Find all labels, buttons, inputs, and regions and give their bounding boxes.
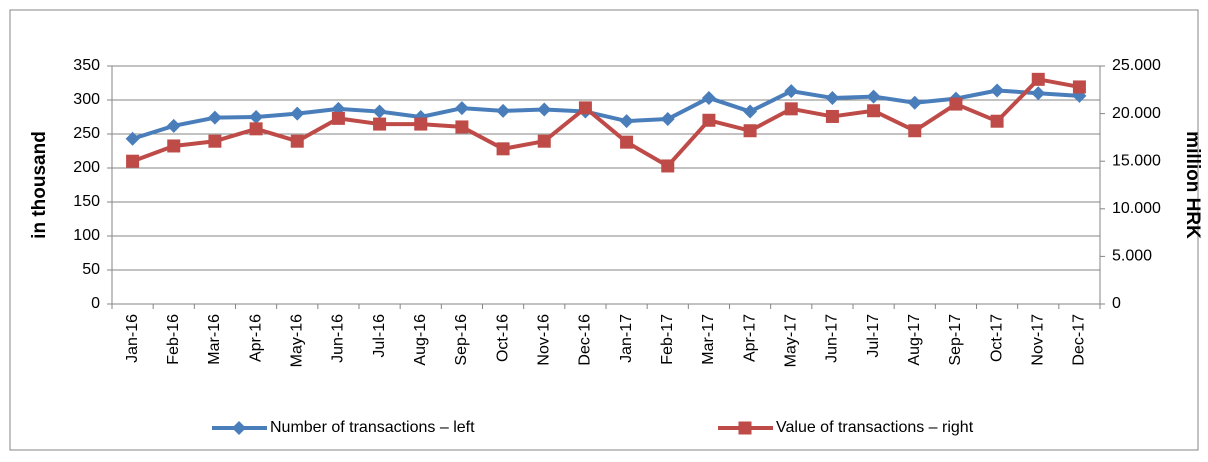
x-tick-label: Jan-17 <box>618 314 635 363</box>
point <box>207 110 222 125</box>
point <box>702 113 716 127</box>
y2-tick-label: 15.000 <box>1112 152 1161 169</box>
point <box>454 101 469 116</box>
y-axis-title: in thousand <box>29 131 50 239</box>
point <box>661 159 675 173</box>
x-tick-label: May-17 <box>782 314 799 367</box>
x-tick-label: Apr-16 <box>247 314 264 362</box>
y2-tick-label: 20.000 <box>1112 105 1161 122</box>
point <box>949 97 963 111</box>
series-line <box>131 77 1080 168</box>
point <box>290 106 305 121</box>
point <box>537 102 552 117</box>
y2-tick-label: 25.000 <box>1112 57 1161 74</box>
x-tick-label: Feb-17 <box>659 314 676 365</box>
y2-axis-title: million HRK <box>1182 131 1203 239</box>
point <box>866 89 881 104</box>
x-tick-label: Dec-16 <box>577 314 594 366</box>
x-tick-label: May-16 <box>288 314 305 367</box>
point <box>125 131 140 146</box>
y-tick-label: 0 <box>91 295 100 312</box>
point <box>126 154 140 168</box>
y2-tick-label: 0 <box>1112 295 1121 312</box>
point <box>414 117 428 131</box>
y-tick-label: 300 <box>73 91 100 108</box>
point <box>578 101 592 115</box>
x-tick-label: Mar-17 <box>700 314 717 365</box>
x-tick-label: Sep-16 <box>453 314 470 366</box>
x-tick-label: Nov-16 <box>535 314 552 366</box>
x-tick-label: Aug-17 <box>906 314 923 366</box>
legend-label: Number of transactions – left <box>270 419 475 436</box>
point <box>784 102 798 116</box>
point <box>990 83 1005 98</box>
x-tick-label: Jan-16 <box>124 314 141 363</box>
point <box>660 112 675 127</box>
point <box>867 104 881 118</box>
y-tick-label: 350 <box>73 57 100 74</box>
y2-tick-label: 5.000 <box>1112 248 1152 265</box>
chart-border <box>9 9 1199 451</box>
point <box>743 124 757 138</box>
point <box>1072 80 1086 94</box>
point <box>455 120 469 134</box>
y-tick-label: 200 <box>73 159 100 176</box>
y-tick-label: 50 <box>82 261 100 278</box>
x-tick-label: Mar-16 <box>206 314 223 365</box>
x-tick-label: Jul-16 <box>371 314 388 358</box>
point <box>372 104 387 119</box>
x-tick-label: Oct-16 <box>494 314 511 362</box>
y-tick-label: 250 <box>73 125 100 142</box>
point <box>620 135 634 149</box>
point <box>701 90 716 105</box>
y-tick-label: 100 <box>73 227 100 244</box>
x-tick-label: Jun-17 <box>824 314 841 363</box>
legend-label: Value of transactions – right <box>776 419 974 436</box>
point <box>825 90 840 105</box>
point <box>249 122 263 136</box>
point <box>166 118 181 133</box>
x-tick-label: Dec-17 <box>1071 314 1088 366</box>
point <box>208 134 222 148</box>
point <box>331 111 345 125</box>
point <box>825 109 839 123</box>
point <box>373 117 387 131</box>
legend-marker <box>232 421 246 435</box>
point <box>619 114 634 129</box>
x-tick-label: Oct-17 <box>988 314 1005 362</box>
x-tick-label: Aug-16 <box>412 314 429 366</box>
point <box>908 124 922 138</box>
y2-tick-label: 10.000 <box>1112 200 1161 217</box>
point <box>167 139 181 153</box>
point <box>290 134 304 148</box>
legend-marker <box>738 421 752 435</box>
x-tick-label: Feb-16 <box>165 314 182 365</box>
x-tick-label: Jul-17 <box>865 314 882 358</box>
point <box>907 95 922 110</box>
point <box>496 142 510 156</box>
point <box>1031 72 1045 86</box>
y-tick-label: 150 <box>73 193 100 210</box>
point <box>249 110 264 124</box>
point <box>990 114 1004 128</box>
point <box>784 84 799 99</box>
point <box>496 103 511 118</box>
point <box>743 104 758 119</box>
point <box>537 134 551 148</box>
point <box>1031 86 1046 101</box>
series-line <box>131 88 1080 141</box>
x-tick-label: Jun-16 <box>330 314 347 363</box>
x-tick-label: Apr-17 <box>741 314 758 362</box>
x-tick-label: Nov-17 <box>1029 314 1046 366</box>
x-tick-label: Sep-17 <box>947 314 964 366</box>
